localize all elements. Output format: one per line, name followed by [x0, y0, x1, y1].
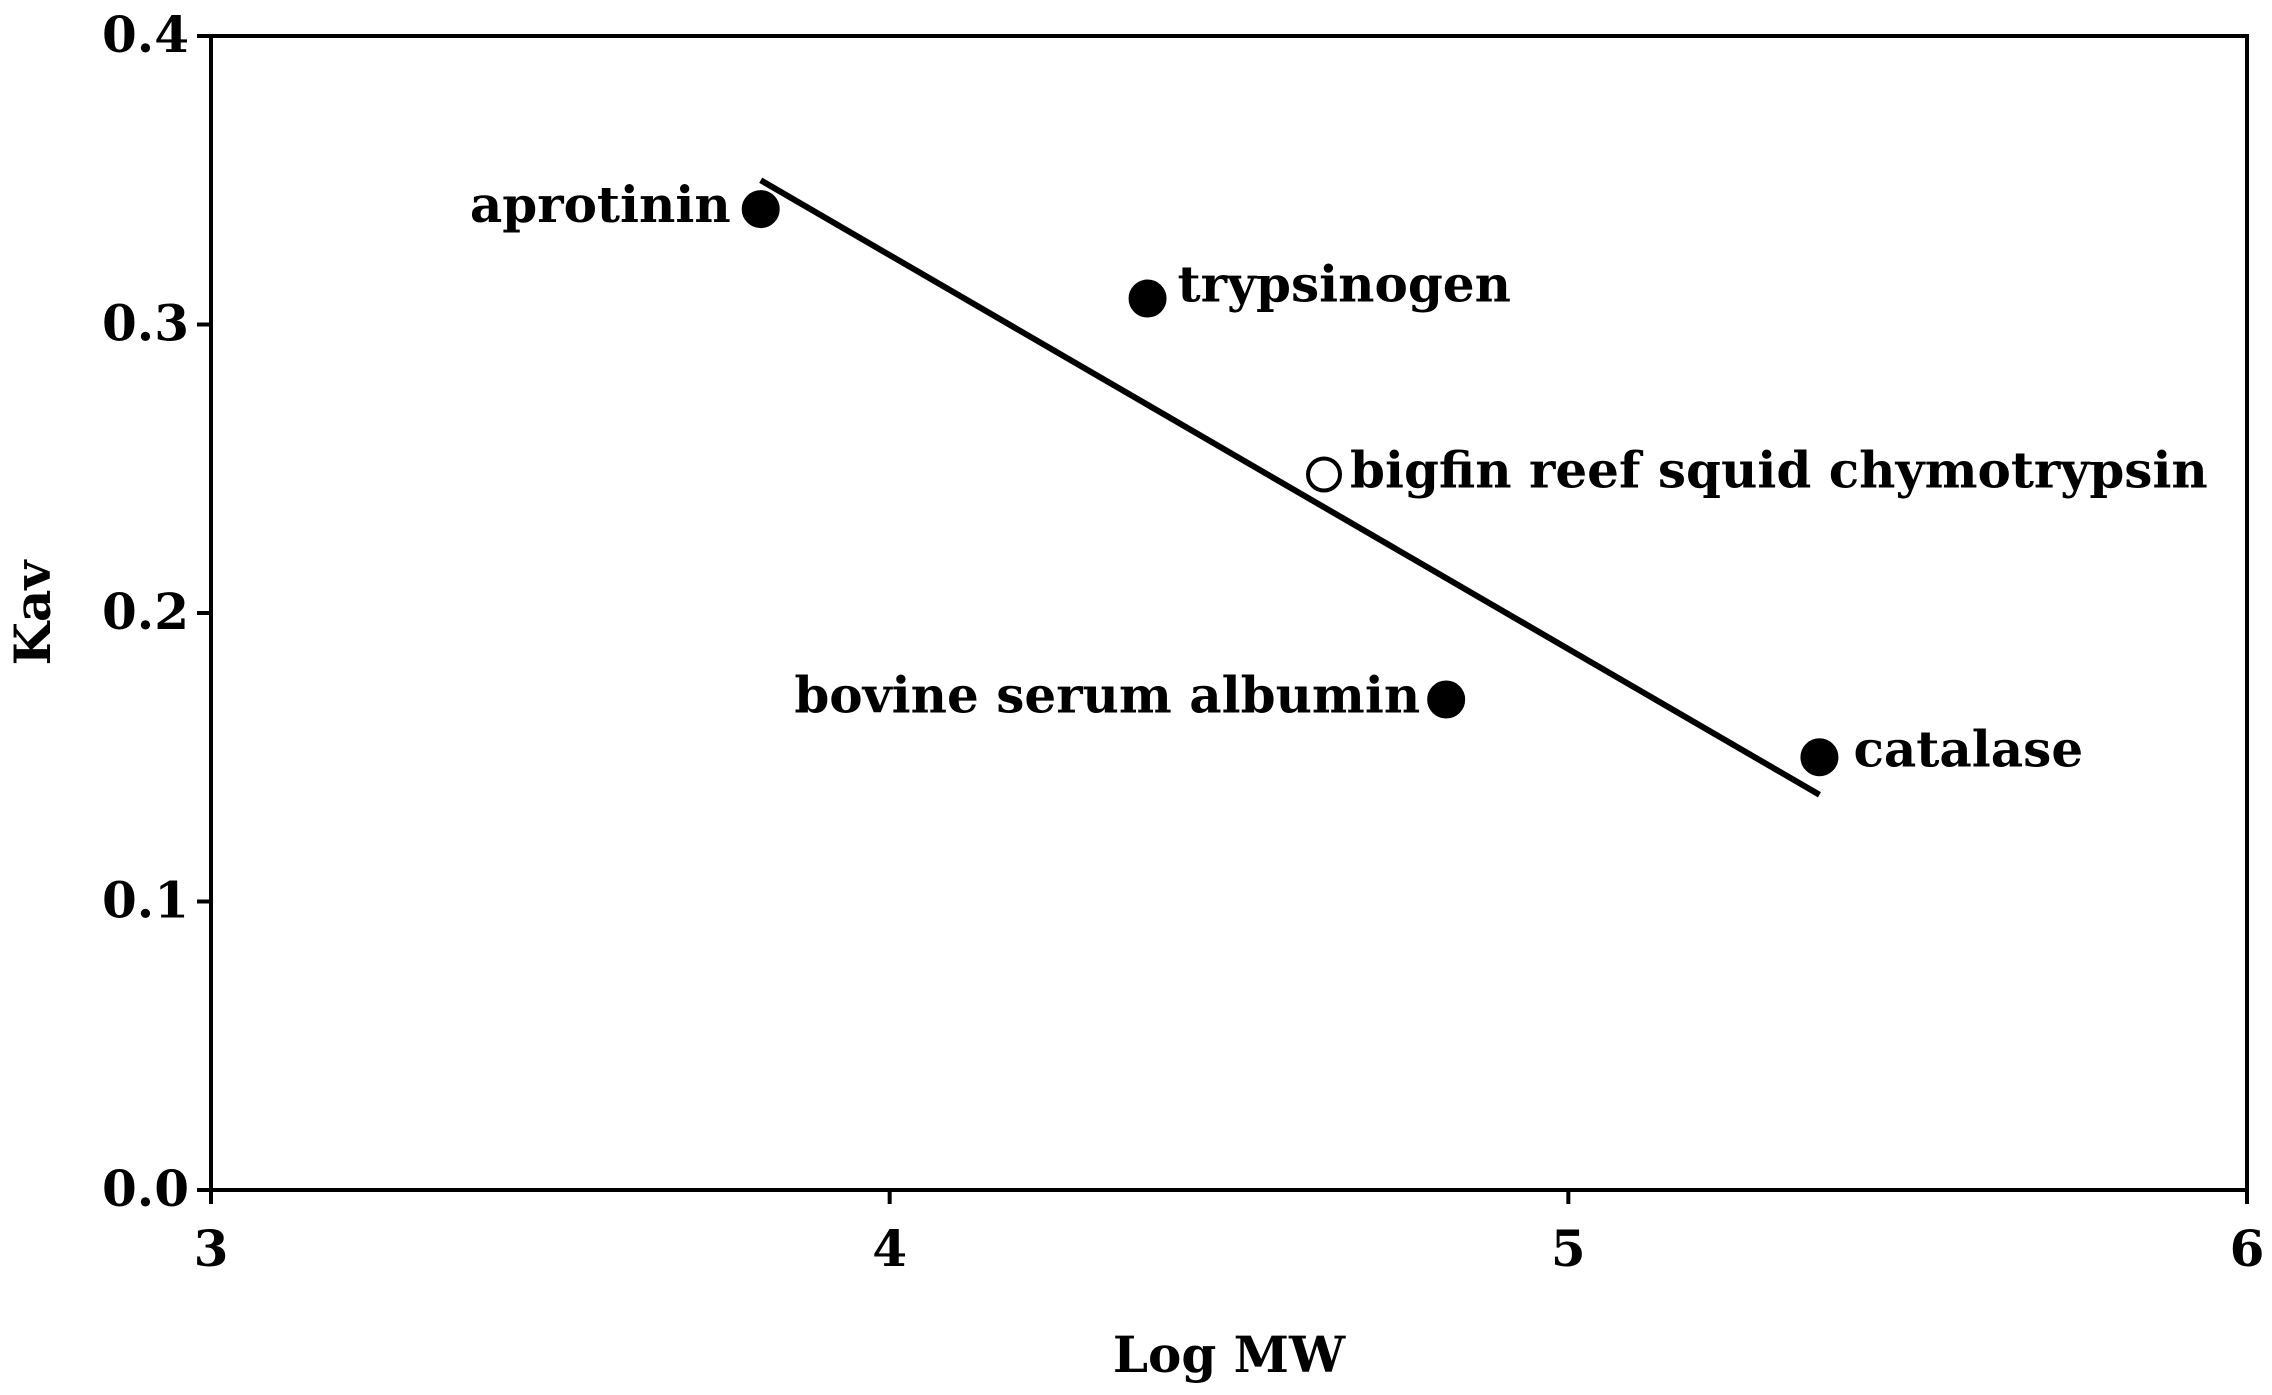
data-point	[1800, 738, 1839, 777]
data-point	[1427, 680, 1466, 719]
point-label: catalase	[1853, 719, 2083, 778]
x-axis-ticks: 3 4 5 6	[194, 1190, 2265, 1278]
x-tick-label: 6	[2230, 1219, 2265, 1278]
point-label: bovine serum albumin	[794, 666, 1420, 725]
data-point	[1306, 456, 1343, 493]
y-tick-label: 0.3	[102, 294, 189, 353]
data-points: aprotinin trypsinogen bigfin reef squid ch…	[470, 175, 2208, 778]
y-tick-label: 0.0	[102, 1159, 189, 1218]
y-tick-label: 0.2	[102, 582, 189, 641]
data-point	[1128, 279, 1167, 318]
x-axis-title: Log MW	[1113, 1325, 1346, 1384]
y-axis-title: Kav	[3, 559, 62, 666]
x-tick-label: 4	[872, 1219, 907, 1278]
x-tick-label: 5	[1551, 1219, 1586, 1278]
y-axis-ticks: 0.0 0.1 0.2 0.3 0.4	[102, 5, 211, 1218]
y-tick-label: 0.1	[102, 871, 189, 930]
point-label: trypsinogen	[1178, 255, 1511, 314]
point-label: aprotinin	[470, 175, 731, 234]
y-tick-label: 0.4	[102, 5, 189, 64]
data-point	[741, 190, 780, 229]
x-tick-label: 3	[194, 1219, 229, 1278]
point-label: bigfin reef squid chymotrypsin	[1350, 441, 2208, 500]
trendline	[759, 177, 1821, 798]
